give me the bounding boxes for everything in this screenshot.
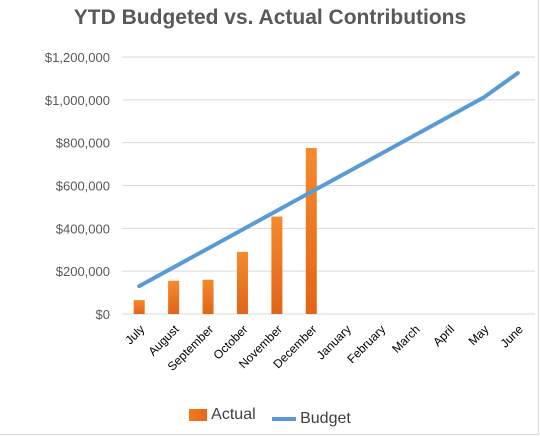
chart-title: YTD Budgeted vs. Actual Contributions — [73, 6, 467, 29]
x-tick-label: April — [430, 322, 457, 349]
y-tick-label: $200,000 — [56, 264, 110, 279]
bar-actual — [202, 279, 214, 314]
x-tick-label: July — [122, 322, 147, 347]
budget-line-group — [137, 71, 520, 289]
y-tick-label: $600,000 — [56, 179, 110, 194]
y-axis-ticks: $0 $200,000 $400,000 $600,000 $800,000 $1,000… — [45, 50, 110, 322]
x-tick-label: February — [344, 322, 388, 366]
x-tick-label: May — [466, 322, 492, 348]
y-tick-label: $400,000 — [56, 221, 110, 236]
y-tick-label: $800,000 — [56, 136, 110, 151]
legend-item-budget: Budget — [272, 410, 351, 428]
y-tick-label: $1,000,000 — [45, 93, 110, 108]
bar-actual — [133, 300, 145, 314]
x-tick-label: June — [498, 322, 527, 351]
legend-item-actual: Actual — [189, 406, 256, 424]
budget-line — [137, 71, 520, 289]
legend-swatch-budget — [272, 417, 297, 421]
bar-actual — [271, 216, 283, 314]
bar-actual — [236, 251, 248, 314]
legend: Actual Budget — [0, 406, 540, 428]
grid-lines — [122, 56, 535, 272]
bar-actual — [168, 280, 180, 314]
x-tick-label: March — [389, 322, 422, 355]
y-tick-label: $0 — [96, 307, 110, 322]
legend-label-budget: Budget — [300, 410, 351, 427]
y-tick-label: $1,200,000 — [45, 50, 110, 65]
bar-actual — [305, 148, 317, 314]
x-axis-ticks: JulyAugustSeptemberOctoberNovemberDecemb… — [122, 322, 526, 374]
legend-swatch-actual — [189, 409, 208, 421]
legend-label-actual: Actual — [211, 406, 256, 423]
actual-bars — [133, 148, 317, 314]
